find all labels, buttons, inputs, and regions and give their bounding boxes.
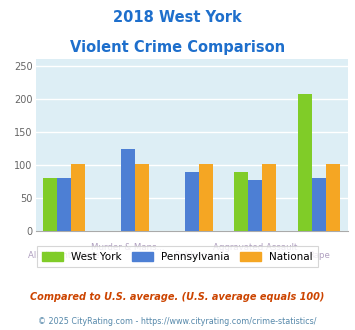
Bar (71, 164, 85, 231)
Bar (121, 148, 135, 231)
Bar (248, 180, 262, 231)
Bar (312, 178, 326, 231)
Text: © 2025 CityRating.com - https://www.cityrating.com/crime-statistics/: © 2025 CityRating.com - https://www.city… (38, 317, 317, 326)
Bar (135, 164, 149, 231)
Bar (298, 94, 312, 231)
Text: All Violent Crime: All Violent Crime (28, 251, 100, 260)
Bar (199, 164, 213, 231)
Text: Violent Crime Comparison: Violent Crime Comparison (70, 40, 285, 54)
Legend: West York, Pennsylvania, National: West York, Pennsylvania, National (37, 247, 318, 267)
Text: Aggravated Assault: Aggravated Assault (213, 243, 297, 252)
Bar (262, 164, 277, 231)
Text: Compared to U.S. average. (U.S. average equals 100): Compared to U.S. average. (U.S. average … (30, 292, 325, 302)
Text: Rape: Rape (308, 251, 330, 260)
Bar (57, 178, 71, 231)
Bar (43, 178, 57, 231)
Bar (326, 164, 340, 231)
Text: Robbery: Robbery (174, 251, 210, 260)
Bar (234, 172, 248, 231)
Text: 2018 West York: 2018 West York (113, 10, 242, 25)
Bar (185, 172, 199, 231)
Text: Murder & Mans...: Murder & Mans... (91, 243, 165, 252)
